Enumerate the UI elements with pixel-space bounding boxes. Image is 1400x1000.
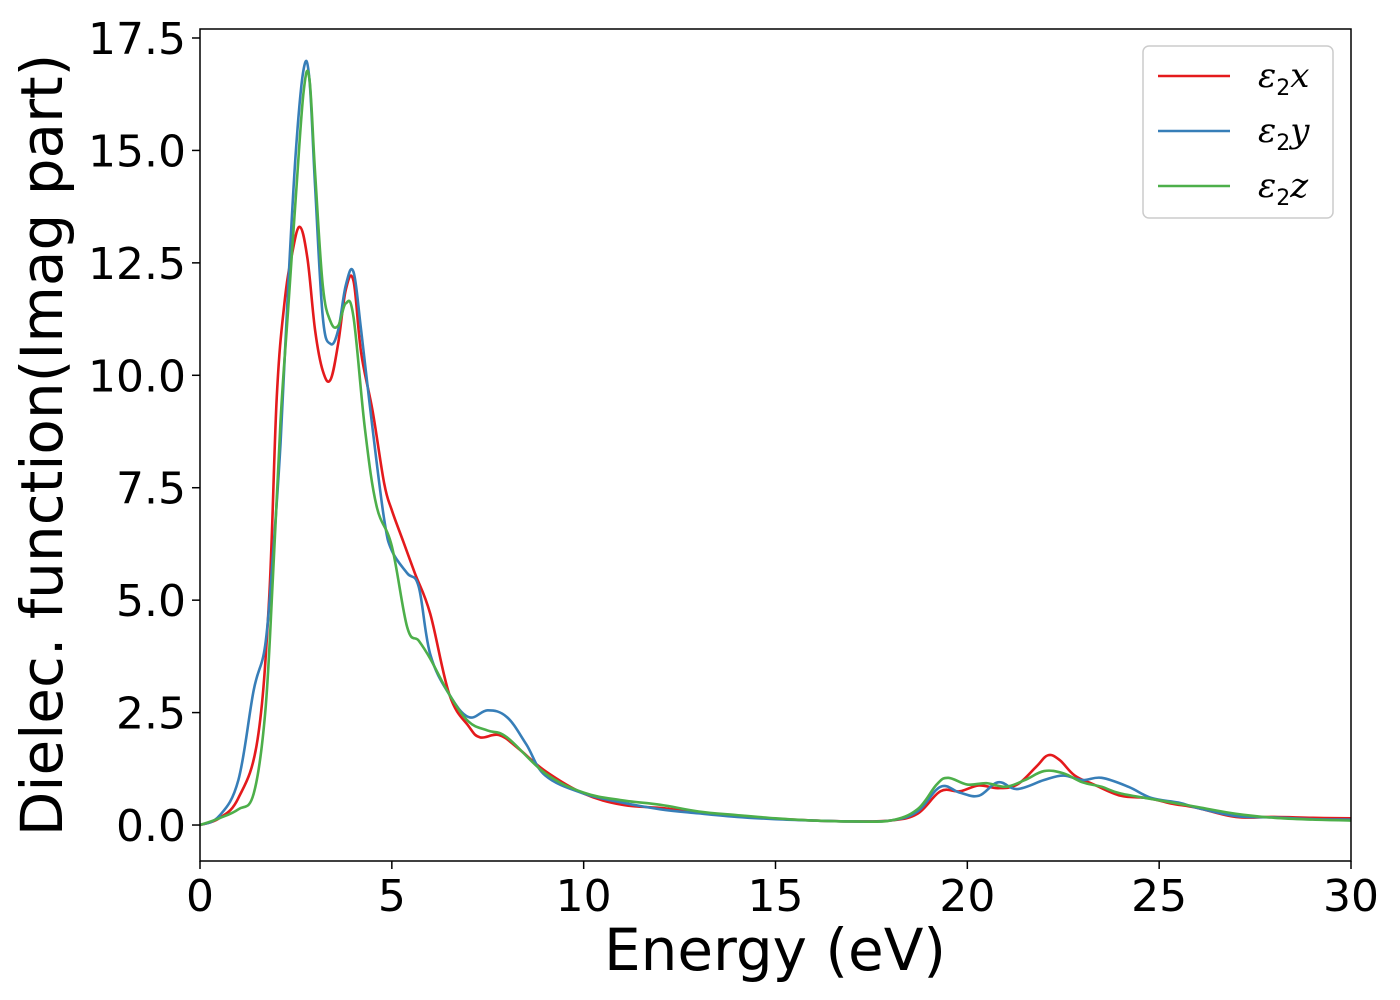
y-tick-label: 2.5: [116, 689, 186, 740]
x-tick-label: 0: [186, 871, 214, 922]
legend-label: ε2x: [1258, 56, 1309, 101]
legend-label: ε2y: [1258, 111, 1310, 156]
legend: ε2x ε2y ε2z: [1142, 45, 1334, 219]
y-tick-label: 5.0: [116, 576, 186, 627]
series-line-1: [200, 225, 1351, 827]
y-tick-label: 7.5: [116, 464, 186, 515]
x-tick-label: 30: [1323, 871, 1379, 922]
y-axis-label: Dielec. function(Imag part): [8, 54, 76, 837]
x-tick-label: 25: [1131, 871, 1187, 922]
x-tick-label: 5: [378, 871, 406, 922]
series-line-2: [200, 59, 1351, 827]
x-axis-label: Energy (eV): [604, 916, 946, 984]
x-tick-label: 10: [556, 871, 612, 922]
x-tick-label: 20: [939, 871, 995, 922]
y-tick-label: 17.5: [88, 14, 186, 65]
legend-box: [1142, 45, 1334, 219]
x-tick-label: 15: [748, 871, 804, 922]
series-lines: [200, 59, 1351, 827]
series-line-3: [200, 69, 1351, 827]
y-tick-label: 12.5: [88, 239, 186, 290]
y-tick-label: 0.0: [116, 801, 186, 852]
y-tick-label: 15.0: [88, 126, 186, 177]
y-tick-label: 10.0: [88, 351, 186, 402]
y-axis-ticks: 0.0 2.5 5.0 7.5 10.0 12.5 15.0 17.5: [88, 14, 200, 852]
legend-label: ε2z: [1258, 166, 1309, 211]
x-axis-ticks: 0 5 10 15 20 25 30: [186, 861, 1379, 922]
